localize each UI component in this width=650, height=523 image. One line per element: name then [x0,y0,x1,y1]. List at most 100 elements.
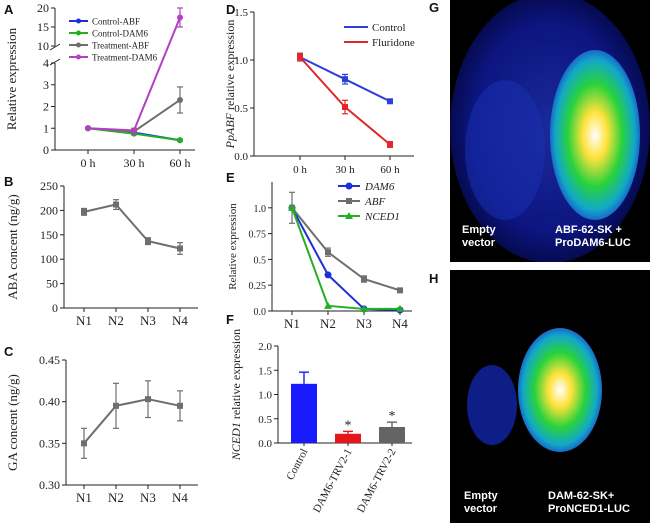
panel-e-y-tick-label: 1.0 [254,204,267,215]
panel-b-y-tick-label: 50 [46,277,58,291]
panel-d-series-2-point [342,104,348,111]
panel-e-x-tick-label: N2 [320,316,336,331]
panel-a-legend-label: Control-ABF [92,17,140,27]
panel-c-series-point [145,396,151,403]
panel-a-legend-marker [76,30,81,36]
panel-e-series-3-point [288,203,296,211]
panel-a-x-tick-label: 0 h [81,156,96,170]
panel-d-x-tick-label: 30 h [335,164,355,176]
panel-f-y-tick-label: 0.0 [258,438,272,450]
panel-e-y-tick-label: 0.75 [249,230,267,241]
panel-e-series-3-point [396,304,404,312]
panel-a-y-tick-label: 2 [43,100,49,114]
panel-e-legend-label: NCED1 [364,211,400,223]
panel-h-right-caption-line2: ProNCED1-LUC [548,503,630,515]
panel-h-right-caption-line1: DAM-62-SK+ [548,490,615,502]
panel-f-y-tick-label: 1.5 [258,365,272,377]
panel-b-series-point [177,245,183,252]
panel-b-x-tick-label: N1 [76,313,92,328]
panel-g-letter: G [429,0,440,15]
panel-a-legend-marker [76,42,81,48]
panel-a-y-tick-label: 10 [37,39,49,53]
panel-c-label: C [4,344,14,359]
panel-b-y-tick-label: 200 [40,203,58,217]
panel-c-y-tick-label: 0.35 [39,436,60,450]
panel-g-left-caption-line2: vector [462,237,496,249]
panel-e-series-2-point [361,276,367,283]
panel-a-legend-marker [76,18,81,24]
panel-d-x-tick-label: 60 h [380,164,400,176]
panel-e-legend-marker [345,212,353,219]
panel-a-series-3-point [177,96,183,103]
panel-e-series-2-line [291,207,401,292]
panel-a-axis-break-mark [49,43,61,51]
panel-e-y-tick-label: 0.0 [254,307,267,318]
panel-f-bar [379,426,405,443]
panel-e-series-1-line [291,207,401,311]
panel-f-y-axis-title: NCED1 relative expression [229,329,243,461]
panel-e-series-2-point [397,287,403,294]
panel-a-y-axis-title: Relative expression [4,27,19,130]
panel-d-series-2-point [387,141,393,148]
panel-g-leaf-picture [450,0,650,262]
panel-h-left-caption-line1: Empty [464,490,498,502]
panel-f-y-tick-label: 1.0 [258,390,272,402]
panel-g-right-caption: ABF-62-SK + ProDAM6-LUC [555,224,631,250]
panel-c-x-tick-label: N1 [76,490,92,505]
panel-b-label: B [4,174,13,189]
panel-a-series-3-line [87,99,181,133]
panel-c-x-tick-label: N3 [140,490,156,505]
panel-e-series-1-point [324,271,332,279]
panel-e-series-2-point [325,249,331,256]
panel-f-bar [291,383,317,443]
panel-d-legend-label: Fluridone [372,37,415,49]
panel-a-y-tick-label: 20 [37,1,49,15]
panel-g-right-caption-line2: ProDAM6-LUC [555,237,631,249]
panel-d-y-tick-label: 1.5 [234,7,248,19]
panel-e-x-tick-label: N3 [356,316,372,331]
panel-c-y-axis-title: GA concent (ng/g) [5,374,20,471]
panel-b-y-tick-label: 150 [40,228,58,242]
panel-e-y-axis-title: Relative expression [227,203,239,290]
panel-c-y-tick-label: 0.30 [39,478,60,492]
panel-a-y-tick-label: 3 [43,78,49,92]
panel-a-label: A [4,2,14,17]
panel-b-x-tick-label: N2 [108,313,124,328]
panel-d-series-2-point [297,54,303,61]
panel-f-y-tick-label: 0.5 [258,414,272,426]
panel-b-y-tick-label: 0 [52,301,58,315]
panel-c-y-tick-label: 0.40 [39,395,60,409]
panel-b-chart: B 0 50 100 150 200 250 N1 N2 N3 N4 ABA concent (ng… [4,174,198,328]
panel-g-luciferase-image: G Empty vector ABF-62-SK + ProDAM6-LUC [450,0,650,262]
panel-a-y-tick-label: 15 [37,20,49,34]
panel-a-series-4-point [131,127,137,134]
panel-c-series-point [81,440,87,447]
panel-h-leaf-picture [467,328,602,452]
panel-a-y-tick-label: 4 [43,56,49,70]
panel-a-x-tick-label: 60 h [170,156,191,170]
panel-e-x-tick-label: N4 [392,316,408,331]
panel-f-y-tick-label: 2.0 [258,341,272,353]
panel-a-series-4-point [177,14,183,21]
panel-e-legend-label: DAM6 [364,181,395,193]
panel-d-y-tick-label: 0.5 [234,103,248,115]
panel-h-luciferase-image: Empty vector DAM-62-SK+ ProNCED1-LUC [450,270,650,523]
panel-e-legend-marker [346,198,352,204]
panel-d-x-tick-label: 0 h [293,164,307,176]
panel-b-y-axis-title: ABA concent (ng/g) [5,194,20,299]
panel-a-axis-break-mark [49,58,61,66]
panel-g-left-caption: Empty vector [462,224,496,250]
panel-f-label: F [226,312,234,327]
panel-h-letter: H [429,271,439,286]
panel-f-x-tick-label: Control [284,447,310,482]
panel-e-legend-marker [345,182,353,190]
panel-c-y-tick-label: 0.45 [39,353,60,367]
panel-d-y-tick-label: 1.0 [234,55,248,67]
panel-b-series-point [113,201,119,208]
panel-d-y-tick-label: 0.0 [234,151,248,163]
panel-e-x-tick-label: N1 [284,316,300,331]
panel-g-left-caption-line1: Empty [462,224,496,236]
panel-c-x-tick-label: N2 [108,490,124,505]
panel-a-legend-marker [76,54,81,60]
panel-e-label: E [226,170,235,185]
